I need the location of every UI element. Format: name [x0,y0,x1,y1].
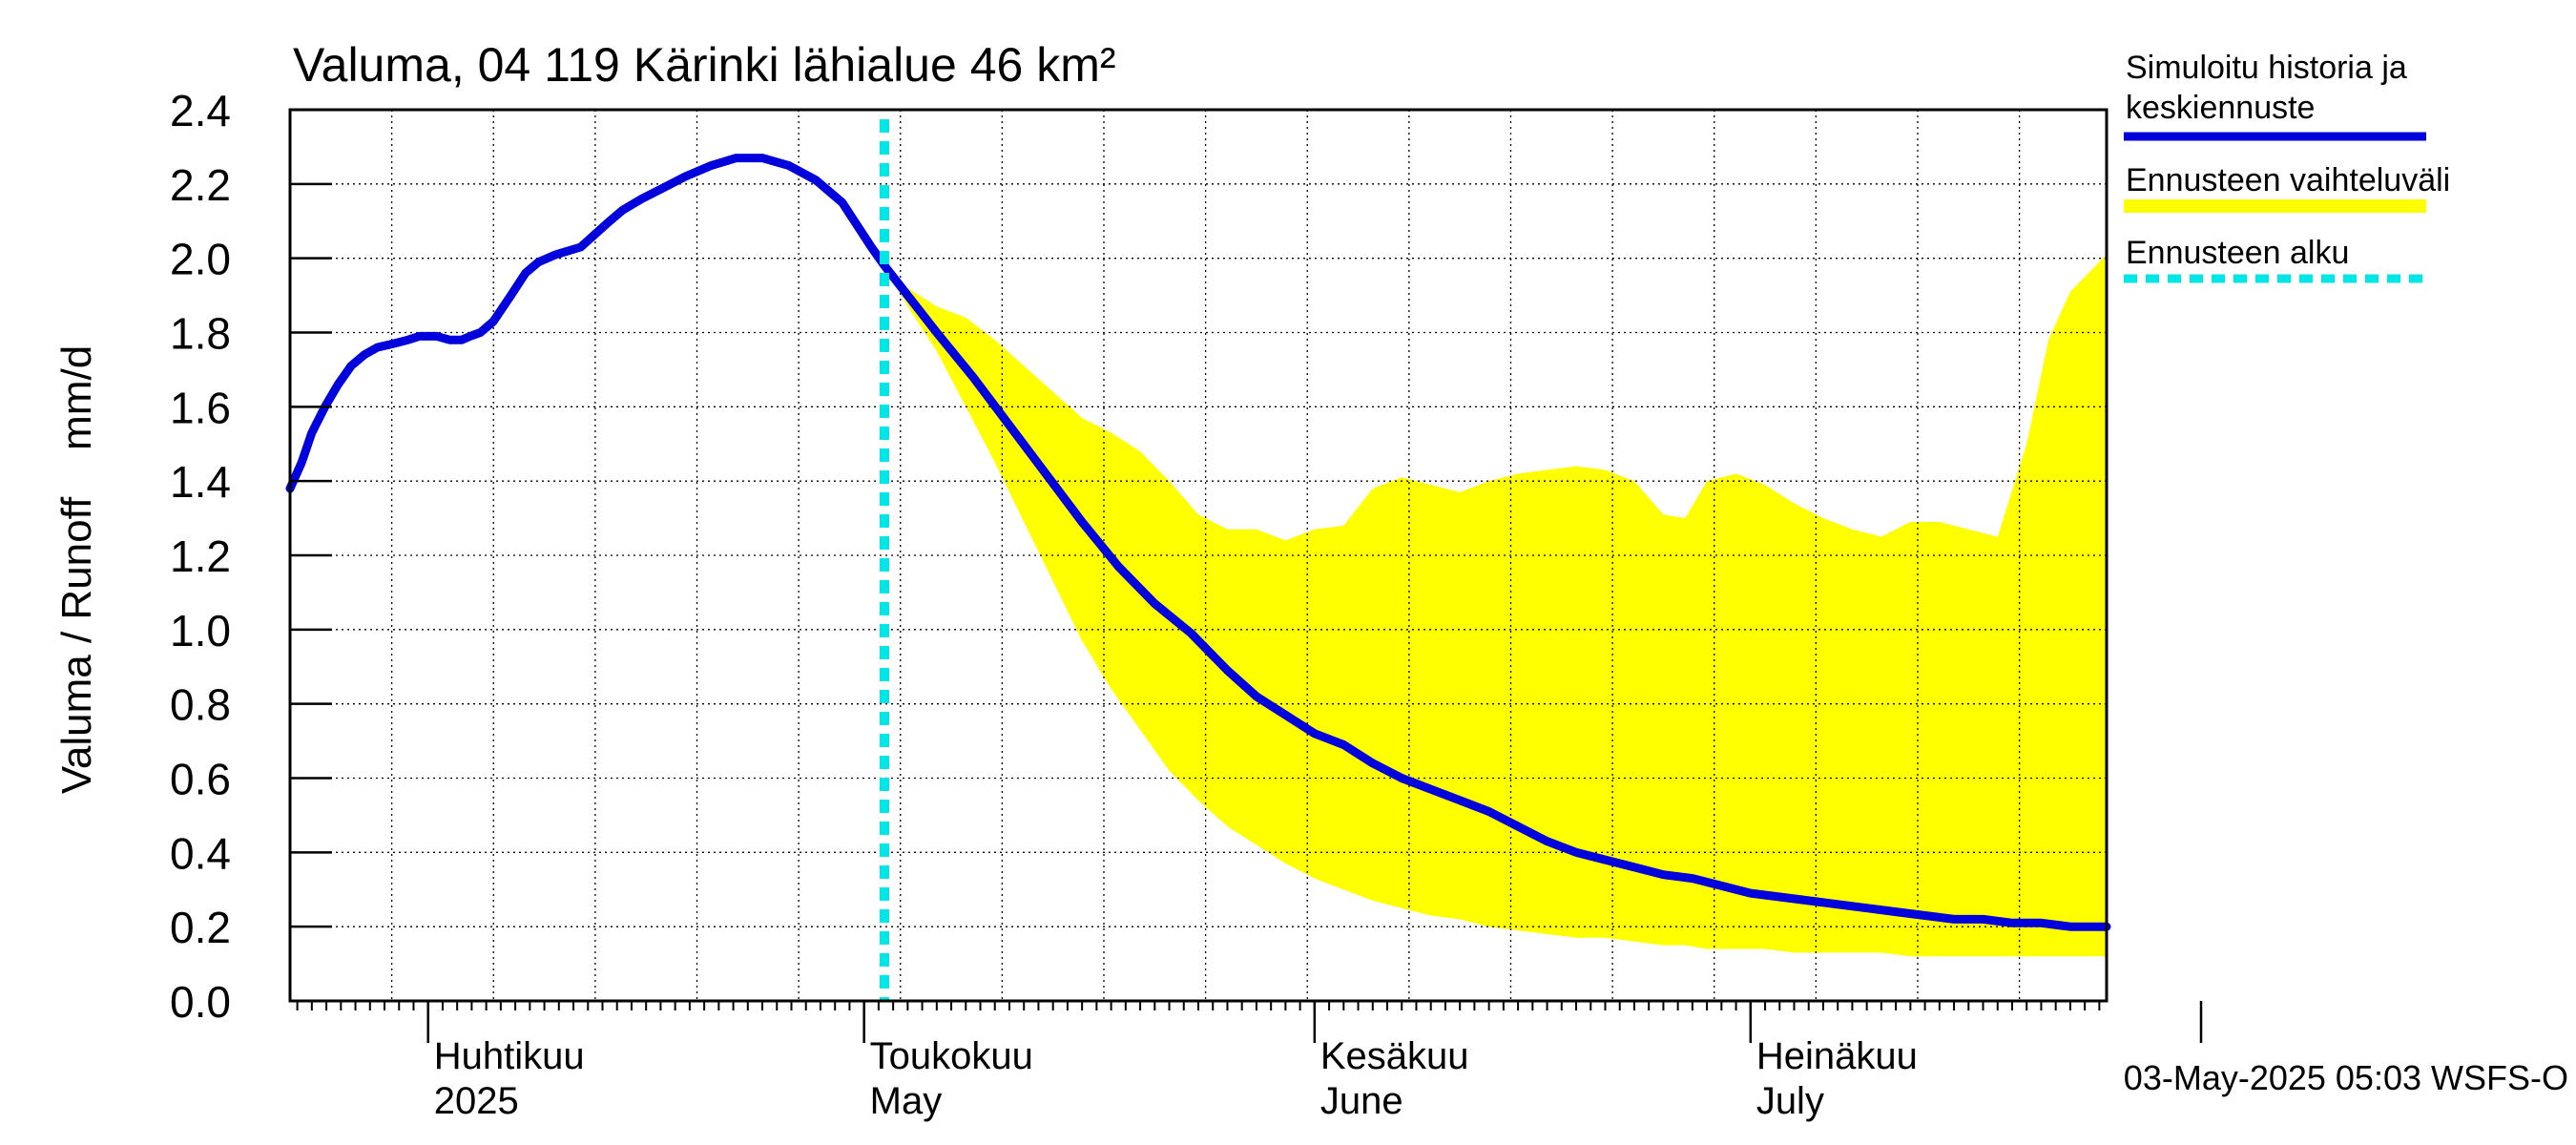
y-tick-label: 2.0 [170,235,231,284]
x-month-label: Heinäkuu [1756,1035,1918,1077]
forecast-range-area [884,254,2107,957]
legend-mean-label-line2: keskiennuste [2126,90,2315,126]
x-month-sublabel: July [1756,1080,1824,1122]
y-tick-label: 1.8 [170,309,231,359]
x-month-sublabel: June [1320,1080,1403,1122]
y-tick-label: 0.2 [170,903,231,952]
legend-band-label: Ennusteen vaihteluväli [2126,162,2450,198]
mean-runoff-series [285,154,2111,931]
x-month-label: Kesäkuu [1320,1035,1469,1077]
legend-forecast-start-label: Ennusteen alku [2126,235,2349,271]
y-tick-label: 0.0 [170,977,231,1027]
x-month-sublabel: 2025 [434,1080,519,1122]
y-axis: 0.0 0.2 0.4 0.6 0.8 1.0 1.2 1.4 1.6 1.8 2.0 2.2 2.4 [170,86,332,1027]
forecast-range-band [884,254,2107,957]
y-tick-label: 0.6 [170,755,231,804]
y-tick-label: 1.4 [170,457,231,507]
mean-runoff-line [285,154,2111,931]
footer-timestamp: 03-May-2025 05:03 WSFS-O [2124,1058,2568,1097]
y-tick-label: 1.2 [170,531,231,581]
x-month-label: Huhtikuu [434,1035,585,1077]
y-tick-label: 2.2 [170,160,231,210]
y-tick-label: 0.4 [170,828,231,878]
y-tick-label: 1.0 [170,606,231,656]
chart-title: Valuma, 04 119 Kärinki lähialue 46 km² [293,38,1116,92]
x-month-label: Toukokuu [870,1035,1033,1077]
y-tick-label: 1.6 [170,383,231,432]
legend-mean-label-line1: Simuloitu historia ja [2126,50,2407,86]
x-month-sublabel: May [870,1080,943,1122]
legend: Simuloitu historia ja keskiennuste Ennus… [2124,50,2450,283]
y-axis-label: Valuma / Runoff mm/d [53,345,100,794]
y-tick-label: 0.8 [170,680,231,730]
y-tick-label: 2.4 [170,86,231,135]
